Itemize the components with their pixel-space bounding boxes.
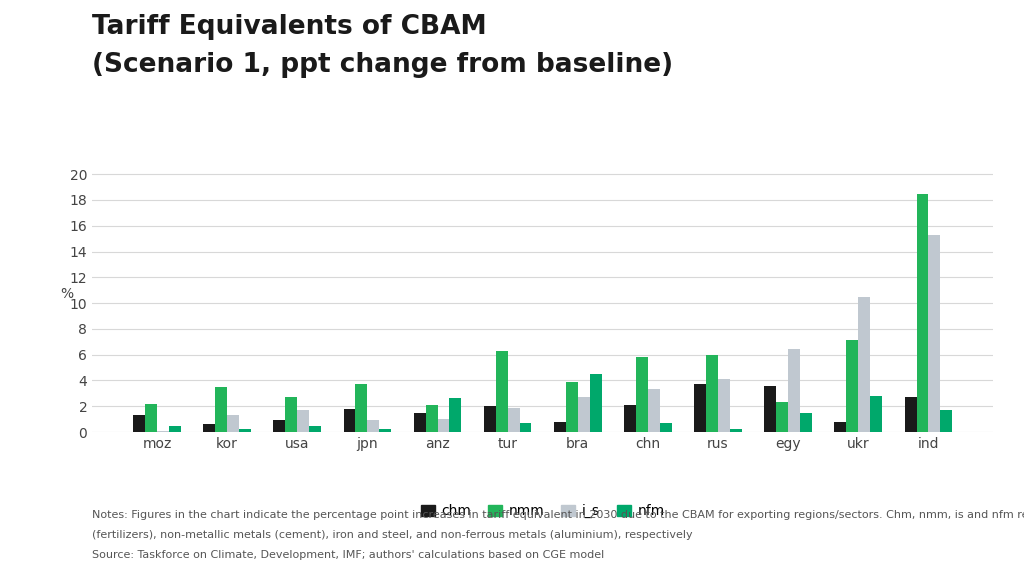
Bar [916,194,929,432]
Bar [519,423,531,432]
Bar [286,397,297,432]
Bar [578,397,590,432]
Bar [847,340,858,432]
Bar [239,430,251,432]
Bar [659,423,672,432]
Bar [450,399,462,432]
Text: (fertilizers), non-metallic metals (cement), iron and steel, and non-ferrous met: (fertilizers), non-metallic metals (ceme… [92,530,693,540]
Bar [414,412,426,432]
Bar [764,385,776,432]
Bar [379,430,391,432]
Bar [309,426,322,432]
Bar [368,420,379,432]
Bar [227,415,239,432]
Bar [800,412,812,432]
Bar [297,410,309,432]
Bar [426,405,437,432]
Legend: chm, nmm, i_s, nfm: chm, nmm, i_s, nfm [415,498,671,524]
Bar [508,407,519,432]
Bar [788,350,800,432]
Bar [707,355,718,432]
Bar [355,384,368,432]
Bar [566,382,578,432]
Bar [940,410,952,432]
Bar [273,420,286,432]
Bar [343,409,355,432]
Bar [648,389,659,432]
Bar [694,384,707,432]
Bar [203,425,215,432]
Bar [437,419,450,432]
Text: %: % [60,287,73,301]
Bar [870,396,883,432]
Bar [858,297,870,432]
Bar [496,351,508,432]
Bar [483,406,496,432]
Bar [215,387,227,432]
Text: Notes: Figures in the chart indicate the percentage point increases in tariff eq: Notes: Figures in the chart indicate the… [92,510,1024,520]
Text: Source: Taskforce on Climate, Development, IMF; authors' calculations based on C: Source: Taskforce on Climate, Developmen… [92,550,604,560]
Bar [590,374,602,432]
Text: Tariff Equivalents of CBAM: Tariff Equivalents of CBAM [92,14,486,40]
Bar [904,397,916,432]
Bar [157,431,169,432]
Bar [554,422,566,432]
Bar [776,403,788,432]
Bar [145,404,157,432]
Bar [835,422,847,432]
Text: (Scenario 1, ppt change from baseline): (Scenario 1, ppt change from baseline) [92,52,674,78]
Bar [730,430,742,432]
Bar [929,235,940,432]
Bar [169,426,181,432]
Bar [133,415,145,432]
Bar [636,357,648,432]
Bar [718,379,730,432]
Bar [624,405,636,432]
